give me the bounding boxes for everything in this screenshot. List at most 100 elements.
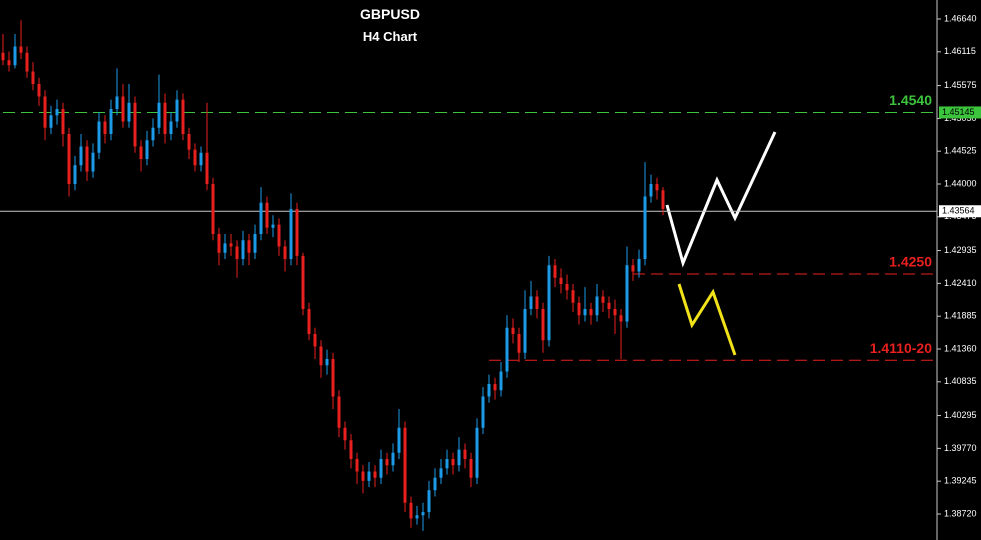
candle-body	[589, 309, 593, 316]
y-tick-label: 1.46115	[944, 46, 976, 56]
candle-body	[505, 327, 509, 372]
candle-body	[457, 449, 461, 466]
candle-body	[301, 255, 305, 309]
candle-body	[391, 452, 395, 466]
candle-body	[361, 471, 365, 481]
candle-body	[565, 284, 569, 291]
candle-body	[481, 396, 485, 428]
y-tick-label: 1.41360	[944, 343, 977, 353]
candle-body	[649, 184, 653, 197]
candle-body	[181, 99, 185, 134]
candle-body	[331, 359, 335, 397]
candle-body	[187, 134, 191, 150]
candle-body	[259, 202, 263, 234]
candle-body	[559, 277, 563, 284]
candle-body	[43, 96, 47, 128]
price-tag	[939, 205, 981, 218]
candle-body	[583, 309, 587, 316]
candle-body	[637, 259, 641, 272]
level-label: 1.4540	[889, 92, 932, 108]
candle-body	[403, 427, 407, 503]
y-tick-label: 1.46640	[944, 13, 977, 23]
candle-body	[7, 60, 11, 66]
candle-body	[379, 459, 383, 478]
price-tag	[939, 106, 981, 119]
candle-body	[19, 46, 23, 53]
candle-body	[571, 290, 575, 303]
candle-body	[577, 302, 581, 316]
candle-body	[235, 246, 239, 259]
candle-body	[547, 265, 551, 341]
candle-body	[31, 71, 35, 84]
y-tick-label: 1.39245	[944, 476, 977, 486]
candle-body	[283, 246, 287, 259]
candle-body	[139, 146, 143, 159]
y-tick-label: 1.42935	[944, 245, 977, 255]
chart-subtitle: H4 Chart	[363, 29, 418, 44]
y-tick-label: 1.44000	[944, 178, 977, 188]
candle-body	[157, 102, 161, 128]
price-tag-label: 1.45145	[942, 107, 975, 117]
candle-body	[439, 468, 443, 478]
y-tick-label: 1.39770	[944, 443, 977, 453]
candle-body	[13, 46, 17, 66]
candle-body	[541, 309, 545, 341]
candle-body	[115, 96, 119, 109]
candle-body	[655, 184, 659, 191]
candle-body	[103, 121, 107, 134]
y-tick-label: 1.42410	[944, 278, 977, 288]
candle-body	[523, 309, 527, 353]
candle-body	[37, 84, 41, 97]
candle-body	[415, 515, 419, 519]
candle-body	[67, 134, 71, 184]
y-tick-label: 1.41885	[944, 311, 977, 321]
candle-body	[265, 202, 269, 228]
candle-body	[511, 327, 515, 334]
candle-body	[205, 152, 209, 184]
candle-body	[193, 149, 197, 166]
candle-body	[217, 234, 221, 253]
candle-body	[451, 459, 455, 466]
y-tick-label: 1.38720	[944, 508, 977, 518]
candle-body	[169, 121, 173, 134]
candle-body	[607, 302, 611, 309]
candle-body	[619, 315, 623, 322]
candle-body	[109, 109, 113, 134]
y-tick-label: 1.45575	[944, 80, 977, 90]
level-label: 1.4250	[889, 254, 932, 270]
candle-body	[55, 109, 59, 116]
candle-body	[553, 265, 557, 278]
candle-body	[79, 146, 83, 166]
candle-body	[487, 384, 491, 397]
candle-body	[313, 334, 317, 347]
candle-body	[175, 99, 179, 122]
level-label: 1.4110-20	[870, 340, 932, 356]
candle-body	[469, 459, 473, 478]
candle-body	[661, 190, 665, 209]
projection-bullish	[665, 131, 777, 268]
y-tick-label: 1.44525	[944, 146, 977, 156]
candle-body	[163, 102, 167, 134]
candle-body	[61, 109, 65, 134]
candle-body	[337, 396, 341, 428]
candle-body	[409, 502, 413, 519]
y-tick-label: 1.40835	[944, 376, 977, 386]
candle-body	[127, 102, 131, 122]
candle-body	[385, 459, 389, 466]
candle-body	[421, 512, 425, 516]
candle-body	[325, 359, 329, 366]
candle-body	[25, 52, 29, 72]
y-tick-label: 1.40295	[944, 410, 977, 420]
candle-body	[85, 146, 89, 172]
candle-body	[433, 477, 437, 491]
projection-bearish	[677, 283, 737, 356]
candle-body	[529, 296, 533, 309]
candle-body	[1, 52, 5, 61]
candle-body	[211, 184, 215, 234]
candle-body	[229, 243, 233, 247]
candle-body	[73, 165, 77, 184]
candle-body	[289, 209, 293, 259]
price-tag-label: 1.43564	[942, 206, 975, 216]
candle-body	[199, 152, 203, 166]
